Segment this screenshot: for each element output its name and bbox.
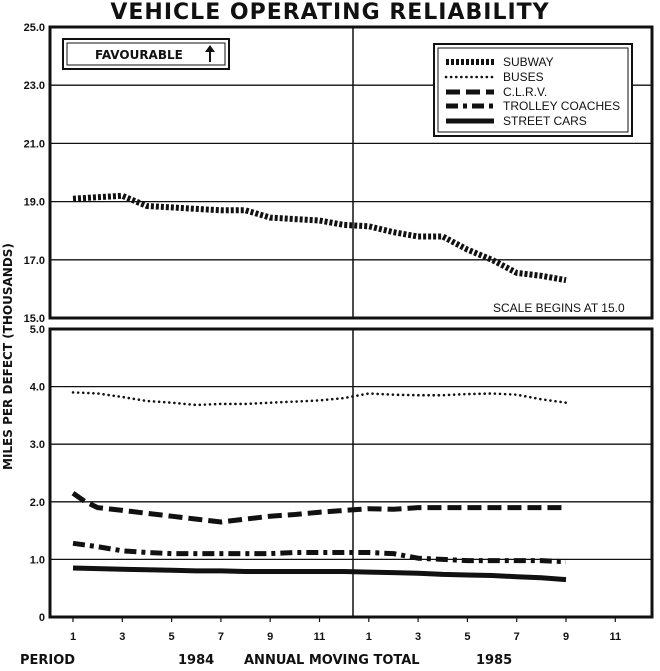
top-y-tick-label: 15.0 (24, 313, 45, 325)
legend-label-streetcars: STREET CARS (503, 114, 587, 128)
legend-label-buses: BUSES (503, 70, 544, 84)
legend-label-trolley: TROLLEY COACHES (503, 99, 620, 113)
top-y-tick-label: 21.0 (24, 138, 45, 150)
scale-note: SCALE BEGINS AT 15.0 (493, 301, 625, 315)
year-1984-label: 1984 (178, 653, 214, 668)
x-tick-label: 7 (514, 631, 520, 643)
x-tick-label: 11 (314, 631, 326, 643)
bottom-y-tick-label: 1.0 (30, 554, 45, 566)
legend-label-clrv: C.L.R.V. (503, 85, 547, 99)
top-y-tick-label: 25.0 (24, 22, 45, 34)
series-line-streetcars (72, 565, 567, 583)
top-y-tick-label: 17.0 (24, 255, 45, 267)
arrow-up-icon (205, 45, 215, 62)
x-tick-label: 5 (464, 631, 470, 643)
legend-label-subway: SUBWAY (503, 55, 554, 69)
x-tick-label: 5 (169, 631, 175, 643)
bottom-y-tick-label: 3.0 (30, 439, 45, 451)
year-1985-label: 1985 (476, 653, 512, 668)
top-y-tick-label: 23.0 (24, 80, 45, 92)
series-line-subway (72, 192, 567, 284)
x-tick-label: 9 (267, 631, 273, 643)
period-label: PERIOD (20, 653, 75, 668)
x-tick-label: 7 (218, 631, 224, 643)
bottom-y-tick-label: 5.0 (30, 324, 45, 336)
x-tick-label: 3 (415, 631, 421, 643)
legend: SUBWAY BUSES C.L.R.V. TROLLEY COACHES ST… (433, 43, 633, 137)
annual-moving-total-label: ANNUAL MOVING TOTAL (244, 653, 420, 668)
favourable-box: FAVOURABLE (62, 38, 230, 70)
x-tick-label: 3 (119, 631, 125, 643)
x-tick-label: 1 (70, 631, 76, 643)
favourable-label: FAVOURABLE (95, 48, 183, 62)
top-panel-frame (48, 25, 654, 320)
bottom-panel-frame (48, 327, 654, 619)
bottom-y-tick-label: 0 (39, 612, 45, 624)
top-panel-series (72, 192, 567, 284)
series-line-clrv (71, 491, 566, 525)
bottom-panel-grid: 0 1.0 2.0 3.0 4.0 5.0 (30, 324, 652, 624)
bottom-y-tick-label: 4.0 (30, 382, 45, 394)
bottom-panel-series (71, 391, 568, 583)
top-y-tick-label: 19.0 (24, 197, 45, 209)
series-line-buses (71, 391, 568, 407)
axes: 1 3 5 7 9 11 1 3 5 7 9 11 (48, 25, 654, 643)
bottom-y-tick-label: 2.0 (30, 497, 45, 509)
chart-title: VEHICLE OPERATING RELIABILITY (110, 0, 550, 25)
x-tick-label: 11 (609, 631, 621, 643)
series-line-trolley (72, 540, 567, 565)
y-axis-label: MILES PER DEFECT (THOUSANDS) (1, 243, 15, 470)
x-tick-label: 1 (366, 631, 372, 643)
x-tick-label: 9 (563, 631, 569, 643)
